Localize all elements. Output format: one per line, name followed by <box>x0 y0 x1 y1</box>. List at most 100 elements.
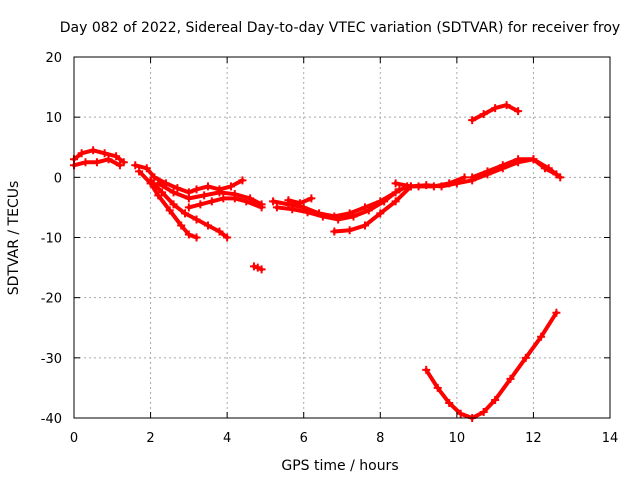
data-point <box>219 194 228 203</box>
data-point <box>284 196 293 205</box>
data-point <box>406 182 415 191</box>
data-point <box>184 230 193 239</box>
data-point <box>529 155 538 164</box>
data-point <box>131 161 140 170</box>
y-tick-label: -30 <box>41 352 62 367</box>
data-point <box>521 353 530 362</box>
data-point <box>146 176 155 185</box>
x-tick-label: 4 <box>223 431 231 446</box>
data-point <box>456 409 465 418</box>
data-point <box>330 227 339 236</box>
y-tick-label: -40 <box>41 412 62 427</box>
data-point <box>200 191 209 200</box>
data-point <box>184 203 193 212</box>
data-point <box>288 205 297 214</box>
x-tick-label: 10 <box>449 431 466 446</box>
data-point <box>204 182 212 191</box>
y-tick-label: -20 <box>41 292 62 307</box>
data-point <box>142 164 151 173</box>
data-point <box>173 184 182 193</box>
data-point <box>89 146 98 155</box>
data-point <box>514 107 523 116</box>
data-point <box>318 212 327 221</box>
data-point <box>81 158 90 167</box>
data-point <box>249 262 258 271</box>
data-point <box>391 179 400 188</box>
data-point <box>196 200 205 209</box>
data-point <box>238 176 247 185</box>
data-point <box>177 221 186 230</box>
y-tick-label: 20 <box>45 51 62 66</box>
tick-layer: 0 2 4 6 8 10 12 14 20 10 0 -10 -20 -30 -40 <box>41 51 619 446</box>
data-point <box>468 116 477 125</box>
data-point <box>483 167 492 176</box>
data-point <box>380 197 389 206</box>
data-point <box>295 199 304 208</box>
x-tick-label: 12 <box>525 431 542 446</box>
data-point <box>158 188 167 197</box>
series-layer <box>70 101 565 422</box>
y-tick-label: 10 <box>45 111 62 126</box>
data-point <box>479 407 488 416</box>
data-point <box>257 203 266 212</box>
data-point <box>360 221 369 230</box>
data-point <box>223 233 232 242</box>
data-point <box>498 161 507 170</box>
y-axis-label: SDTVAR / TECUs <box>6 181 22 296</box>
data-point <box>537 332 546 341</box>
x-tick-label: 6 <box>300 431 308 446</box>
data-point <box>215 227 224 236</box>
data-point <box>445 398 454 407</box>
x-axis-label: GPS time / hours <box>281 458 398 474</box>
data-point <box>230 194 239 203</box>
grid-layer <box>74 57 610 418</box>
data-point <box>452 179 461 188</box>
data-point <box>479 110 488 119</box>
x-tick-label: 0 <box>70 431 78 446</box>
data-point <box>112 152 121 161</box>
data-point <box>115 161 124 170</box>
series-trace-a <box>72 148 126 165</box>
data-point <box>552 170 561 179</box>
data-point <box>552 308 561 317</box>
data-point <box>334 215 343 224</box>
data-point <box>514 155 523 164</box>
data-point <box>376 209 385 218</box>
data-point <box>154 179 163 188</box>
data-point <box>192 185 201 194</box>
data-point <box>169 200 178 209</box>
data-point <box>92 158 101 167</box>
data-point <box>506 374 515 383</box>
data-point <box>433 383 442 392</box>
data-point <box>422 181 431 190</box>
data-point <box>181 209 190 218</box>
data-point <box>395 185 404 194</box>
x-tick-label: 2 <box>146 431 154 446</box>
data-point <box>242 197 251 206</box>
data-point <box>215 188 224 197</box>
data-point <box>491 395 500 404</box>
data-point <box>303 208 312 217</box>
data-point <box>192 215 201 224</box>
data-point <box>468 173 477 182</box>
data-point <box>307 194 316 203</box>
y-tick-label: -10 <box>41 232 62 247</box>
data-point <box>422 365 431 374</box>
data-point <box>349 212 358 221</box>
data-point <box>257 265 266 274</box>
data-point <box>391 197 400 206</box>
data-point <box>207 197 216 206</box>
data-point <box>165 206 174 215</box>
x-tick-label: 8 <box>376 431 384 446</box>
data-point <box>540 164 549 173</box>
data-point <box>364 206 373 215</box>
data-point <box>192 233 201 242</box>
data-point <box>184 194 193 203</box>
data-point <box>437 182 446 191</box>
chart-title: Day 082 of 2022, Sidereal Day-to-day VTE… <box>60 20 620 36</box>
data-point <box>269 197 278 206</box>
data-point <box>204 221 212 230</box>
x-tick-label: 14 <box>602 431 619 446</box>
data-point <box>502 101 511 110</box>
